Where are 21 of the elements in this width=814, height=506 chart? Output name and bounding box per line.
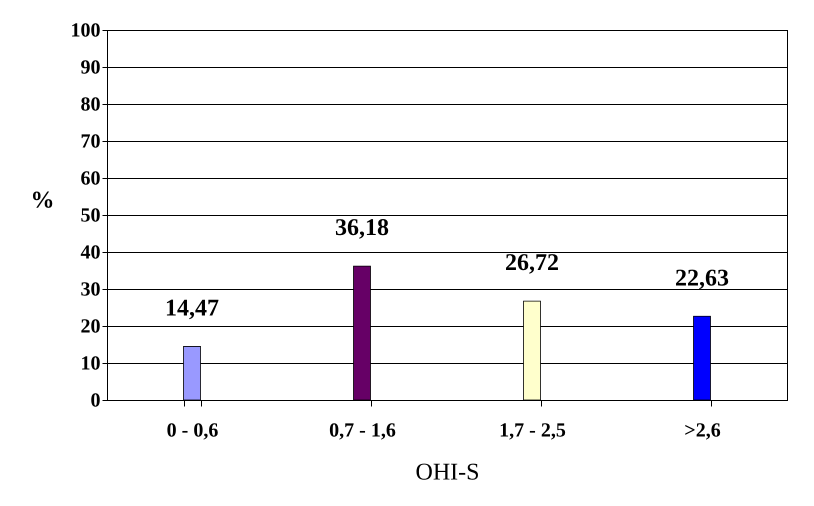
y-tick-label: 10 [80, 352, 100, 374]
y-tick-label: 60 [80, 168, 100, 190]
x-tick-label: 0,7 - 1,6 [329, 420, 396, 442]
y-tick-label: 20 [80, 316, 100, 338]
y-tick-label: 30 [80, 278, 100, 300]
data-label: 14,47 [165, 295, 219, 322]
y-tick-label: 70 [80, 130, 100, 152]
y-tick-label: 100 [70, 20, 100, 42]
data-label: 26,72 [505, 250, 559, 276]
y-tick-label: 0 [90, 390, 100, 412]
data-label: 36,18 [335, 215, 389, 242]
x-tick-label: >2,6 [684, 420, 721, 442]
y-tick-label: 90 [80, 56, 100, 78]
y-tick-label: 80 [80, 94, 100, 116]
x-tick-label: 0 - 0,6 [166, 420, 218, 442]
y-axis-title: % [30, 188, 54, 214]
x-axis-title: OHI-S [416, 460, 480, 486]
data-label: 22,63 [675, 265, 729, 292]
y-tick-label: 50 [80, 204, 100, 226]
x-tick-label: 1,7 - 2,5 [499, 420, 566, 442]
y-tick-label: 40 [80, 242, 100, 264]
